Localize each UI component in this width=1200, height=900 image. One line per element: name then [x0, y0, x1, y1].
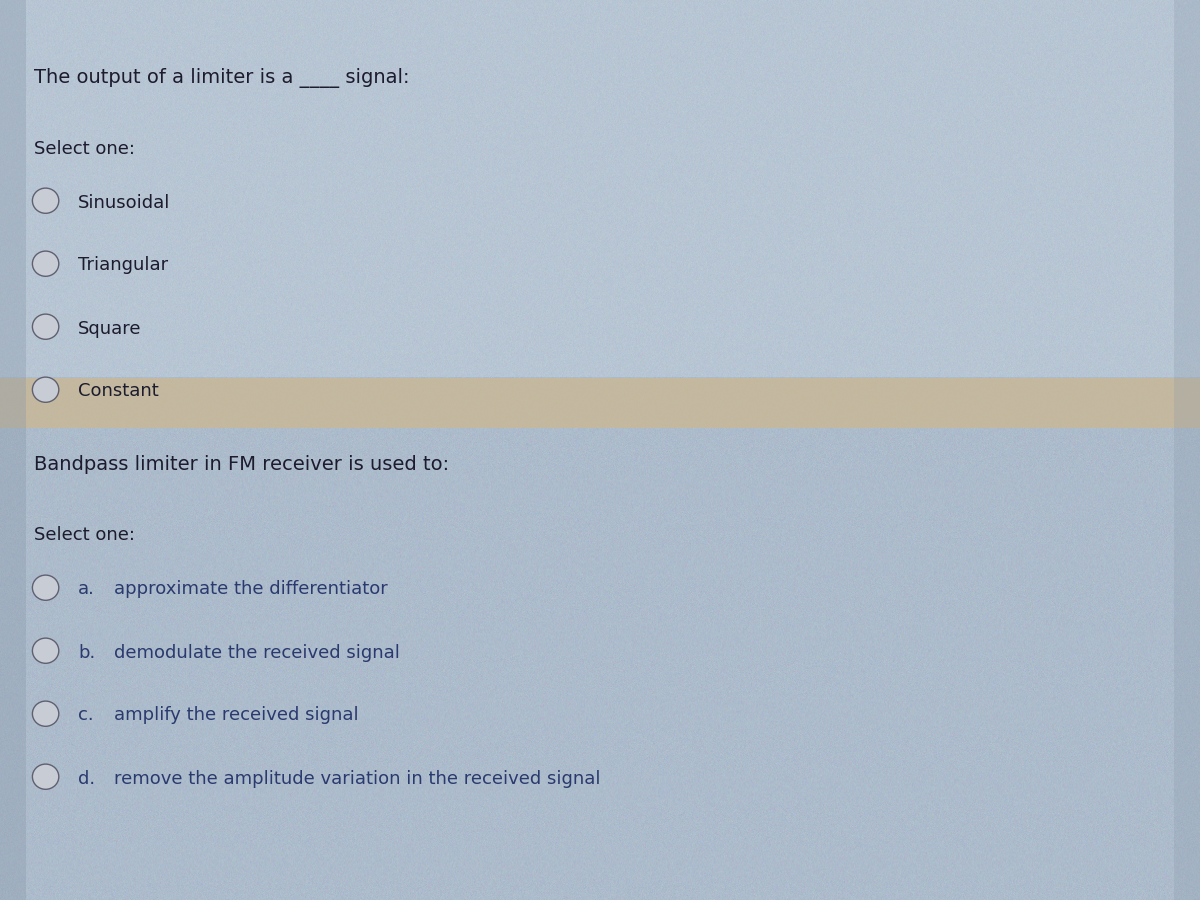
Text: c.: c. [78, 706, 94, 724]
Ellipse shape [32, 188, 59, 213]
Text: Sinusoidal: Sinusoidal [78, 194, 170, 212]
Ellipse shape [32, 575, 59, 600]
FancyBboxPatch shape [0, 0, 26, 900]
Text: The output of a limiter is a ____ signal:: The output of a limiter is a ____ signal… [34, 68, 409, 87]
Text: remove the amplitude variation in the received signal: remove the amplitude variation in the re… [114, 770, 600, 788]
Ellipse shape [32, 377, 59, 402]
Text: Bandpass limiter in FM receiver is used to:: Bandpass limiter in FM receiver is used … [34, 454, 449, 473]
Text: Triangular: Triangular [78, 256, 168, 274]
Text: approximate the differentiator: approximate the differentiator [114, 580, 388, 598]
Ellipse shape [32, 314, 59, 339]
Ellipse shape [32, 701, 59, 726]
FancyBboxPatch shape [1174, 0, 1200, 900]
Text: amplify the received signal: amplify the received signal [114, 706, 359, 724]
Text: Constant: Constant [78, 382, 158, 400]
FancyBboxPatch shape [0, 378, 1200, 428]
Ellipse shape [32, 764, 59, 789]
Text: d.: d. [78, 770, 95, 788]
Ellipse shape [32, 251, 59, 276]
Text: Square: Square [78, 320, 142, 338]
Text: a.: a. [78, 580, 95, 598]
Text: demodulate the received signal: demodulate the received signal [114, 644, 400, 662]
Text: b.: b. [78, 644, 95, 662]
Ellipse shape [32, 638, 59, 663]
Text: Select one:: Select one: [34, 140, 134, 158]
Text: Select one:: Select one: [34, 526, 134, 544]
